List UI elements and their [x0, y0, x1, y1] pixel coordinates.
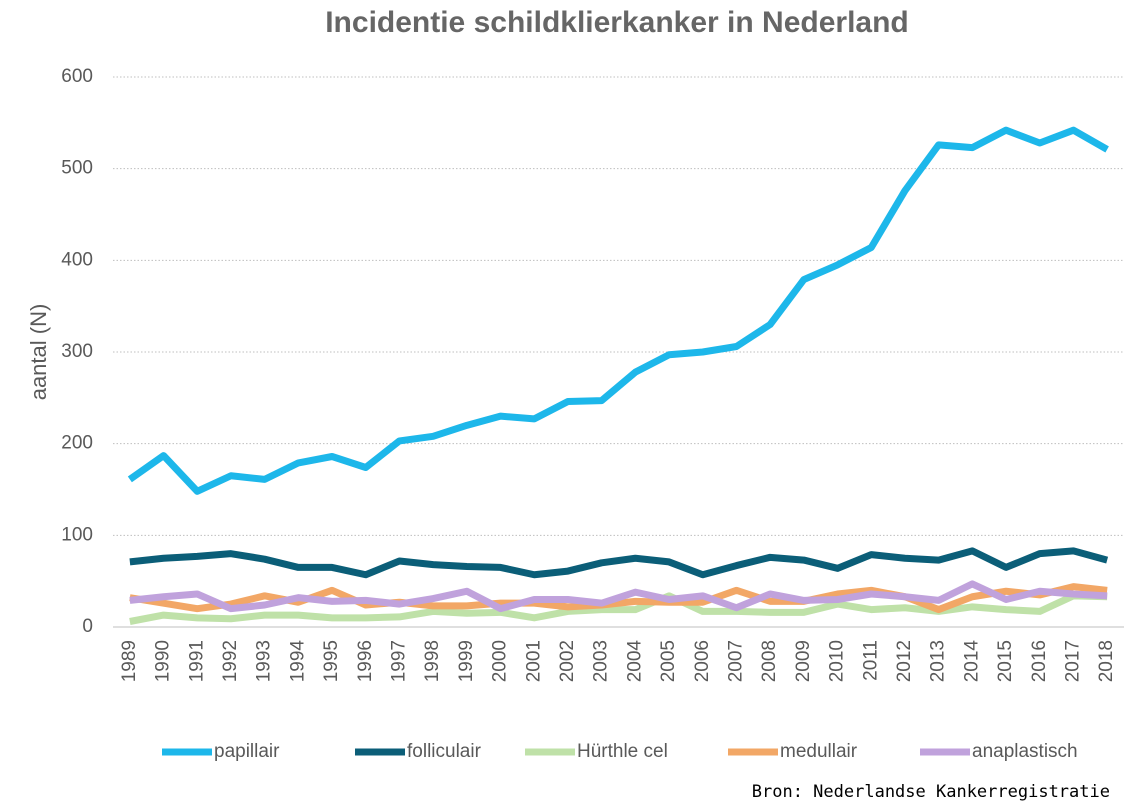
- y-tick-label: 0: [82, 616, 93, 637]
- y-tick-label: 300: [61, 341, 93, 362]
- chart-title: Incidentie schildklierkanker in Nederlan…: [325, 6, 909, 39]
- x-tick-label: 1999: [456, 640, 477, 682]
- y-tick-label: 600: [61, 66, 93, 87]
- x-tick-label: 2012: [894, 640, 915, 682]
- x-tick-label: 1989: [119, 640, 140, 682]
- x-tick-label: 2017: [1062, 640, 1083, 682]
- x-tick-label: 2001: [523, 640, 544, 682]
- x-tick-label: 1997: [388, 640, 409, 682]
- x-tick-label: 1995: [321, 640, 342, 682]
- legend-label: Hürthle cel: [577, 741, 668, 762]
- x-tick-label: 1996: [355, 640, 376, 682]
- source: Bron: Nederlandse Kankerregistratie: [752, 782, 1110, 802]
- y-tick-label: 500: [61, 158, 93, 179]
- y-tick-label: 400: [61, 249, 93, 270]
- legend-label: folliculair: [407, 741, 482, 762]
- x-tick-label: 2007: [725, 640, 746, 682]
- x-tick-label: 2010: [827, 640, 848, 682]
- x-tick-label: 2013: [928, 640, 949, 682]
- x-tick-label: 2009: [793, 640, 814, 682]
- x-tick-label: 2004: [624, 640, 645, 683]
- x-tick-label: 2000: [490, 640, 511, 682]
- legend-label: medullair: [780, 741, 858, 762]
- x-tick-label: 2014: [961, 640, 982, 683]
- x-tick-label: 2015: [995, 640, 1016, 682]
- x-tick-label: 1992: [220, 640, 241, 682]
- x-tick-label: 2006: [692, 640, 713, 682]
- legend-label: papillair: [214, 741, 280, 762]
- data-line: [127, 126, 1109, 495]
- x-tick-label: 2002: [557, 640, 578, 682]
- x-tick-label: 1991: [186, 640, 207, 682]
- y-axis-label: aantal (N): [26, 304, 51, 401]
- x-tick-label: 1998: [422, 640, 443, 682]
- x-tick-label: 2005: [658, 640, 679, 682]
- y-tick-label: 200: [61, 433, 93, 454]
- x-tick-label: 1994: [287, 640, 308, 683]
- x-tick-label: 2003: [591, 640, 612, 682]
- x-tick-label: 2018: [1096, 640, 1117, 682]
- x-tick-label: 1993: [254, 640, 275, 682]
- legend-label: anaplastisch: [972, 741, 1078, 762]
- data-line: [129, 580, 1108, 613]
- x-tick-label: 2016: [1029, 640, 1050, 682]
- x-tick-label: 1990: [153, 640, 174, 682]
- x-tick-label: 2008: [759, 640, 780, 682]
- x-tick-label: 2011: [860, 640, 881, 681]
- data-line: [129, 547, 1109, 579]
- y-tick-label: 100: [61, 524, 93, 545]
